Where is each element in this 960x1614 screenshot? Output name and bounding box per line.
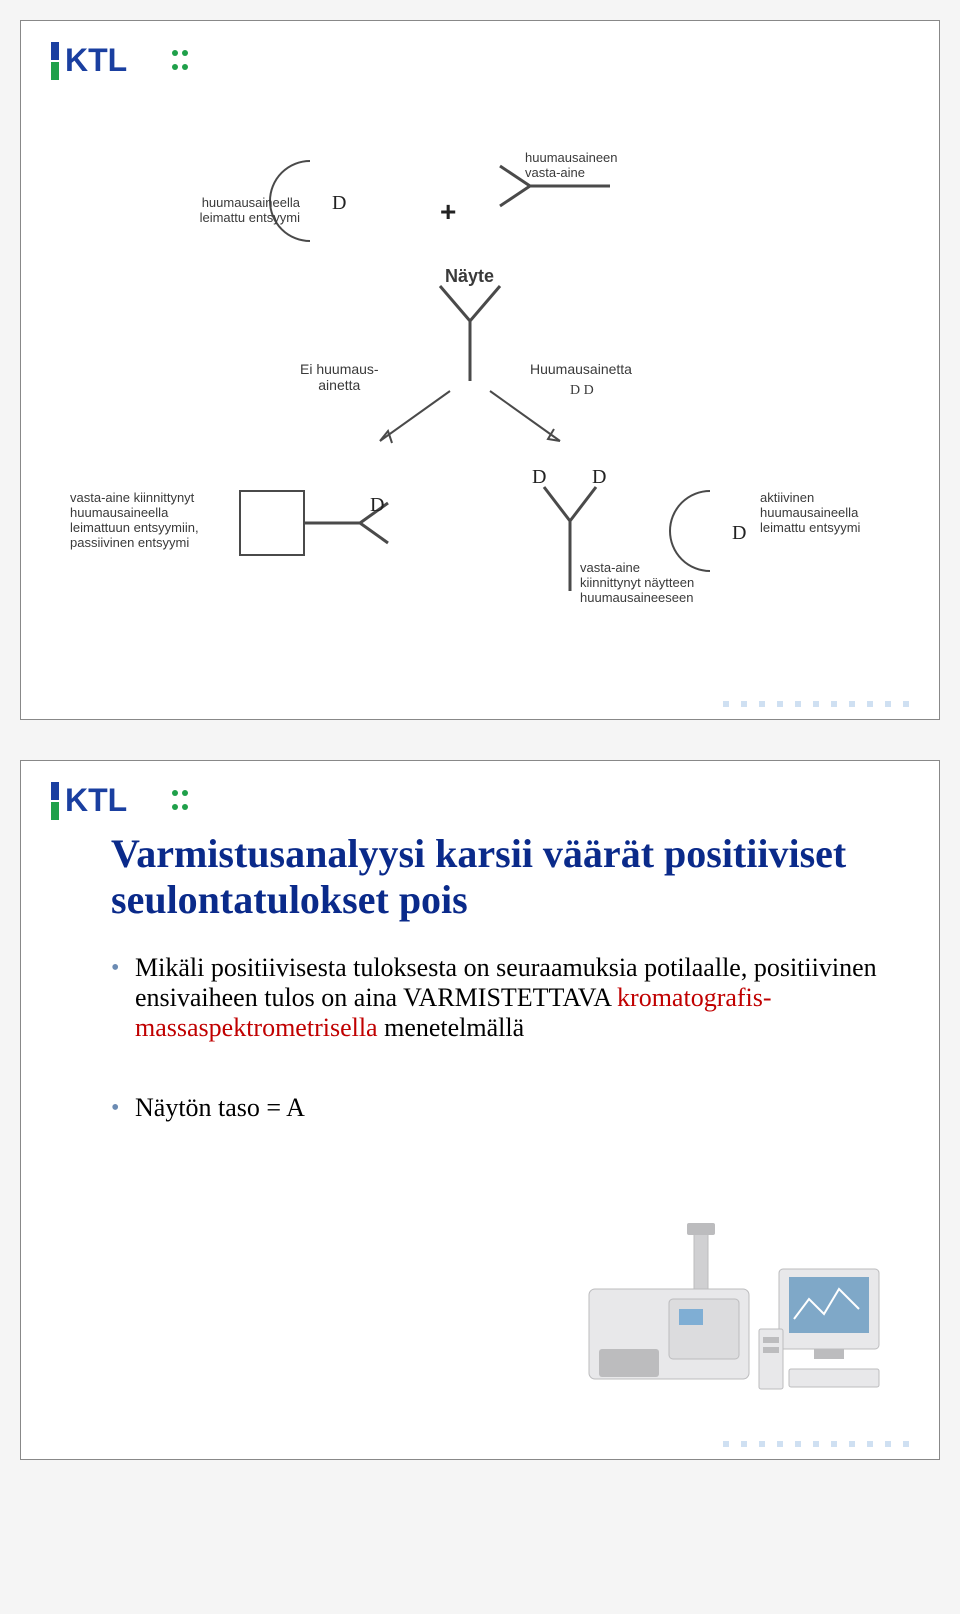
label-bottom-right: aktiivinenhuumausaineellaleimattu entsyy…: [760, 491, 890, 536]
svg-text:D: D: [332, 192, 346, 214]
label-bottom-center: vasta-ainekiinnittynyt näytteenhuumausai…: [580, 561, 730, 606]
label-enzyme-top: huumausaineellaleimattu entsyymi: [190, 196, 300, 226]
bullet-2: Näytön taso = A: [111, 1093, 909, 1123]
bullet2-text: Näytön taso = A: [135, 1093, 305, 1122]
label-drug-dd: D D: [570, 383, 594, 399]
logo-text: KTL: [65, 782, 127, 818]
slide-dots: [723, 1441, 909, 1447]
logo-text-icon: KTL: [65, 41, 195, 81]
label-no-drug: Ei huumaus-ainetta: [300, 361, 379, 393]
svg-text:D: D: [532, 466, 546, 488]
immunoassay-diagram: D +: [70, 91, 890, 651]
bullet-1: Mikäli positiivisesta tuloksesta on seur…: [111, 953, 909, 1043]
logo: KTL: [51, 781, 909, 821]
slide-diagram: KTL D +: [20, 20, 940, 720]
label-sample: Näyte: [445, 266, 494, 287]
logo-bars: [51, 782, 59, 820]
logo: KTL: [51, 41, 909, 81]
slide-dots: [723, 701, 909, 707]
label-antibody-top: huumausaineenvasta-aine: [525, 151, 618, 181]
label-bottom-left: vasta-aine kiinnittynythuumausaineellale…: [70, 491, 230, 551]
svg-text:D: D: [732, 522, 746, 544]
slide-title: Varmistusanalyysi karsii väärät positiiv…: [111, 831, 909, 923]
label-drug: Huumausainetta: [530, 361, 632, 377]
logo-bar-bottom: [51, 62, 59, 80]
svg-text:+: +: [440, 196, 456, 227]
slide-body: Mikäli positiivisesta tuloksesta on seur…: [111, 953, 909, 1123]
instrument-icon: [579, 1219, 899, 1419]
logo-text: KTL: [65, 42, 127, 78]
svg-text:D: D: [370, 494, 384, 516]
svg-text:D: D: [592, 466, 606, 488]
logo-text-icon: KTL: [65, 781, 195, 821]
slide-text: KTL Varmistusanalyysi karsii väärät posi…: [20, 760, 940, 1460]
logo-bar-top: [51, 782, 59, 800]
diagram-svg: D +: [70, 91, 890, 651]
logo-bars: [51, 42, 59, 80]
logo-bar-top: [51, 42, 59, 60]
logo-bar-bottom: [51, 802, 59, 820]
bullet1-text-c: menetelmällä: [378, 1013, 525, 1042]
